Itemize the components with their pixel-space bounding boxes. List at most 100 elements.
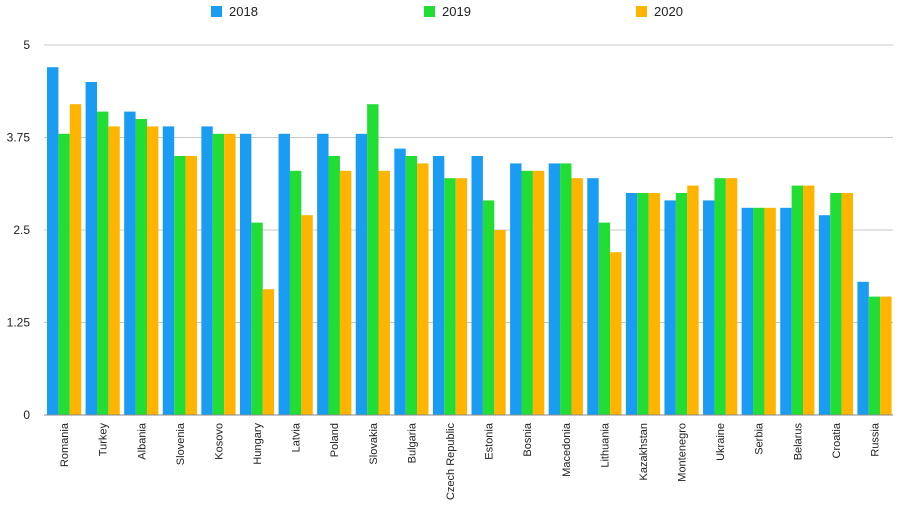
bar-2019-bulgaria	[405, 156, 418, 415]
x-tick-label: Montenegro	[677, 423, 689, 482]
x-tick-label: Slovenia	[175, 422, 187, 465]
y-tick-label: 1.25	[7, 316, 31, 330]
bar-2019-kosovo	[212, 133, 225, 416]
bar-2019-lithuania	[598, 222, 611, 415]
x-tick-label: Macedonia	[561, 422, 573, 477]
bar-2019-romania	[58, 133, 70, 416]
bar-2019-hungary	[251, 222, 263, 415]
x-tick-label: Russia	[870, 422, 882, 457]
bar-2018-latvia	[278, 133, 290, 416]
bar-2020-estonia	[494, 230, 506, 415]
x-tick-label: Serbia	[754, 422, 766, 455]
x-tick-label: Albania	[136, 422, 148, 460]
x-tick-label: Latvia	[291, 422, 303, 452]
bar-2018-turkey	[85, 82, 97, 415]
bar-2019-bosnia	[521, 170, 533, 415]
bar-2020-latvia	[301, 215, 313, 415]
bar-2020-poland	[339, 170, 352, 415]
bar-2019-kazakhstan	[637, 193, 649, 415]
bar-2018-albania	[124, 111, 136, 415]
bar-2018-hungary	[239, 133, 252, 416]
bar-2019-russia	[868, 296, 881, 415]
bar-2019-czech-republic	[444, 178, 456, 415]
bar-2020-belarus	[803, 185, 815, 415]
bar-2018-serbia	[741, 207, 754, 415]
bar-2019-croatia	[830, 193, 842, 415]
bar-2018-bosnia	[510, 163, 522, 415]
x-tick-label: Estonia	[484, 422, 496, 460]
bar-2020-hungary	[262, 289, 275, 415]
bar-2018-poland	[317, 133, 329, 416]
legend-label-2018: 2018	[229, 4, 258, 19]
legend-swatch-2018	[211, 6, 222, 17]
x-tick-label: Bulgaria	[406, 422, 418, 463]
x-axis-tick-labels: Romania Turkey Albania Slovenia Kosovo Hungar…	[59, 422, 881, 500]
x-tick-label: Slovakia	[368, 422, 380, 464]
bar-2020-kosovo	[224, 133, 236, 416]
bar-2020-croatia	[841, 193, 854, 415]
y-tick-label: 0	[23, 408, 30, 422]
bar-2018-ukraine	[703, 200, 715, 415]
y-tick-label: 3.75	[7, 131, 31, 145]
bar-2020-slovakia	[378, 170, 390, 415]
legend-label-2020: 2020	[654, 4, 683, 19]
y-tick-label: 2.5	[13, 223, 30, 237]
bar-2018-belarus	[780, 207, 792, 415]
x-tick-label: Hungary	[252, 423, 264, 465]
bar-2019-slovenia	[174, 156, 186, 415]
bar-2020-bosnia	[532, 170, 545, 415]
bar-2019-latvia	[289, 170, 302, 415]
bar-2020-turkey	[108, 126, 120, 416]
bar-2018-bulgaria	[394, 148, 406, 415]
x-tick-label: Bosnia	[522, 422, 534, 457]
bar-2018-lithuania	[587, 178, 599, 415]
bar-2019-estonia	[482, 200, 495, 415]
legend-swatch-2019	[424, 6, 435, 17]
bar-2019-slovakia	[367, 104, 379, 415]
bar-2020-czech-republic	[455, 178, 468, 415]
bar-2018-montenegro	[664, 200, 676, 415]
bar-2020-slovenia	[185, 156, 197, 415]
bar-2018-slovenia	[162, 126, 175, 416]
bar-2018-macedonia	[548, 163, 561, 415]
y-axis-tick-labels: 0 1.25 2.5 3.75 5	[7, 38, 31, 422]
x-tick-label: Kosovo	[213, 423, 225, 460]
bar-2020-lithuania	[610, 252, 622, 415]
bar-2019-ukraine	[714, 178, 726, 415]
x-tick-label: Belarus	[792, 423, 804, 461]
bar-2019-belarus	[791, 185, 804, 415]
x-tick-label: Ukraine	[715, 423, 727, 461]
bar-2018-kazakhstan	[625, 193, 638, 415]
bar-2020-kazakhstan	[648, 193, 661, 415]
x-tick-label: Croatia	[831, 422, 843, 458]
bar-2020-bulgaria	[417, 163, 429, 415]
bar-2020-ukraine	[725, 178, 738, 415]
bar-2018-czech-republic	[432, 156, 445, 415]
x-tick-label: Kazakhstan	[638, 423, 650, 480]
x-tick-label: Lithuania	[599, 422, 611, 468]
bar-2019-serbia	[753, 207, 765, 415]
bar-2018-romania	[47, 67, 59, 415]
legend-label-2019: 2019	[442, 4, 471, 19]
bar-2019-poland	[328, 156, 340, 415]
bar-2019-turkey	[96, 111, 109, 415]
bar-2020-russia	[880, 296, 892, 415]
y-tick-label: 5	[23, 38, 30, 52]
bar-2020-macedonia	[571, 178, 583, 415]
bar-2018-kosovo	[201, 126, 213, 416]
x-tick-label: Turkey	[98, 423, 110, 457]
bars	[47, 67, 892, 416]
bar-2020-romania	[69, 104, 82, 415]
x-tick-label: Czech Republic	[445, 423, 457, 501]
x-tick-label: Romania	[59, 422, 71, 467]
bar-2020-serbia	[764, 207, 776, 415]
bar-2019-albania	[135, 119, 147, 415]
bar-2019-macedonia	[560, 163, 572, 415]
bar-2018-croatia	[818, 215, 831, 415]
bar-2020-albania	[146, 126, 159, 416]
x-tick-label: Poland	[329, 423, 341, 457]
bar-2018-slovakia	[355, 133, 368, 416]
bar-2020-montenegro	[687, 185, 699, 415]
legend-swatch-2020	[636, 6, 647, 17]
legend: 2018 2019 2020	[211, 4, 683, 19]
